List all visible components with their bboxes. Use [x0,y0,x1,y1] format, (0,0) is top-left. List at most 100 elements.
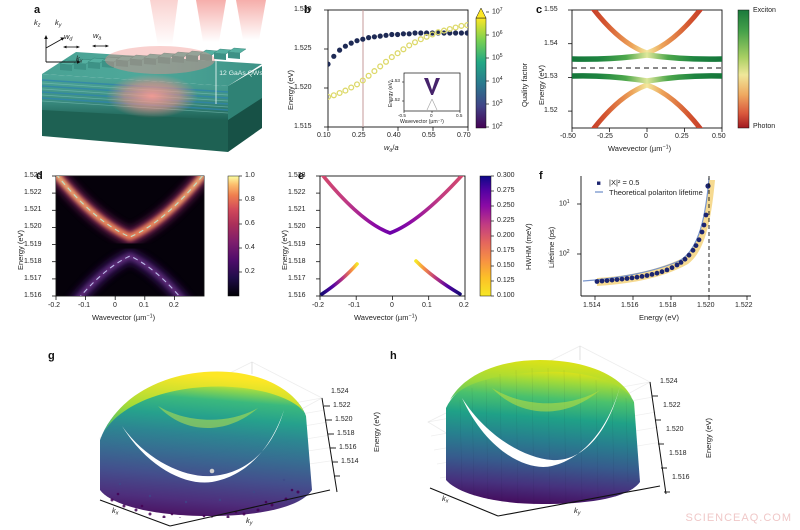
panel-b-letter: b [304,4,311,16]
panel-h-ztick-4: 1.524 [660,378,678,385]
panel-f-xtick-0: 1.514 [583,302,601,309]
panel-b-xlabel: wa/a [384,143,399,154]
panel-b-inset-xtick-0: -0.5 [398,113,406,118]
panel-c-xtick-1: -0.25 [597,133,613,140]
panel-d-ytick-2: 1.518 [24,258,42,265]
panel-e-ytick-6: 1.522 [288,189,306,196]
panel-d-cbar-tick-0: 0.2 [245,268,255,275]
panel-b-xtick-4: 0.70 [457,132,471,139]
panel-e-ytick-7: 1.523 [288,172,306,179]
panel-g-ztick-1: 1.516 [339,444,357,451]
panel-e-branches [320,176,464,296]
panel-e: e [268,160,533,340]
panel-f: f [533,160,800,340]
panel-e-ytick-1: 1.517 [288,275,306,282]
axis-triad [44,35,81,64]
panel-b-ylabel: Energy (eV) [286,69,295,110]
panel-c-xlabel: Wavevector (µm−1) [608,144,672,153]
panel-f-legend-label-data: |X|² = 0.5 [609,178,640,187]
panel-f-xtick-1: 1.516 [621,302,639,309]
panel-d-cbar-tick-2: 0.6 [245,220,255,227]
panel-g-surface3d [99,361,340,527]
panel-c-ytick-1: 1.53 [544,73,558,80]
panel-c-ytick-0: 1.52 [544,107,558,114]
panel-b-cbar-tick-7: 107 [492,7,503,16]
panel-c-xtick-4: 0.50 [712,133,726,140]
panel-d-heatmap [52,175,242,300]
panel-d-ytick-4: 1.520 [24,223,42,230]
panel-c-xtick-0: -0.50 [560,133,576,140]
panel-e-lower-branch-right [414,259,462,296]
panel-a-letter: a [34,4,41,16]
panel-g: g [0,340,400,530]
panel-b-cbar-tick-6: 106 [492,30,503,39]
axis-label-kz: kz [34,18,41,29]
panel-g-xlabel: kx [112,506,119,517]
panel-b-inset-ylabel-bot: 1.52 [391,97,400,102]
panel-c-xtick-3: 0.25 [675,133,689,140]
watermark: SCIENCEAQ.COM [685,512,792,524]
panel-d-ytick-0: 1.516 [24,292,42,299]
panel-f-legend-label-theory: Theoretical polariton lifetime [609,188,703,197]
panel-a-schematic [41,0,266,152]
panel-g-ylabel: ky [246,516,253,527]
panel-c-flat-band-upper [572,52,722,62]
panel-e-cbar-tick-5: 0.225 [497,217,515,224]
panel-b-inset-ylabel-top: 1.53 [391,78,400,83]
panel-d-xtick-0: -0.2 [48,302,61,309]
panel-f-xtick-4: 1.522 [735,302,753,309]
panel-g-polariton-gap [122,410,284,483]
panel-d-ytick-5: 1.521 [24,206,42,213]
panel-g-ztick-2: 1.518 [337,430,355,437]
panel-d-xtick-4: 0.2 [169,302,179,309]
panel-h-zlabel: Energy (eV) [704,417,713,458]
panel-d-ytick-1: 1.517 [24,275,42,282]
panel-g-ztick-3: 1.520 [335,416,353,423]
panel-e-xtick-4: 0.2 [459,302,469,309]
panel-e-plot [316,175,494,300]
panel-h-ztick-3: 1.522 [663,402,681,409]
panel-e-xtick-2: 0 [390,302,394,309]
panel-b-xtick-0: 0.10 [317,132,331,139]
inset-lower-branch [426,98,438,111]
panel-e-cbar-label: HWHM (meV) [524,223,533,270]
panel-e-ylabel: Energy (eV) [280,229,289,270]
panel-c-flat-band-lower [572,73,722,84]
panel-e-cbar-tick-4: 0.200 [497,232,515,239]
panel-d-intensity [56,176,204,296]
panel-d-cbar-tick-1: 0.4 [245,244,255,251]
panel-e-lower-branch-left [320,262,359,296]
panel-f-data-points [594,183,711,284]
panel-d-xtick-3: 0.1 [139,302,149,309]
panel-d-xtick-2: 0 [113,302,117,309]
panel-g-ztick-5: 1.524 [331,388,349,395]
panel-h-polariton-gap [462,386,620,467]
panel-f-letter: f [539,170,543,182]
panel-b-cbar-tick-5: 105 [492,53,503,62]
panel-g-ztick-0: 1.514 [341,458,359,465]
panel-e-cbar-tick-2: 0.150 [497,262,515,269]
panel-c-ytick-2: 1.54 [544,40,558,47]
panel-e-letter: e [298,170,305,182]
width-arrows [63,44,109,49]
panel-e-ytick-0: 1.516 [288,292,306,299]
panel-b-ytick-1: 1.520 [294,84,312,91]
panel-b-ytick-2: 1.525 [294,45,312,52]
panel-g-data-cloud [100,371,312,518]
panel-h-surface3d [427,345,670,517]
panel-d-xlabel: Wavevector (µm−1) [92,313,156,322]
sample-block [41,46,262,152]
panel-b-colorbar [475,7,489,129]
panel-e-cbar-tick-0: 0.100 [497,292,515,299]
panel-h-letter: h [390,350,397,362]
panel-f-ylabel: Lifetime (ps) [547,226,556,268]
panel-e-ytick-3: 1.519 [288,241,306,248]
panel-f-series [582,176,715,296]
panel-f-plot [577,176,751,300]
panel-e-ytick-4: 1.520 [288,223,306,230]
panel-b-cbar-tick-3: 103 [492,99,503,108]
panel-g-letter: g [48,350,55,362]
width-label-wa: wa [93,31,102,42]
panel-d-colorbar [227,175,242,297]
panel-e-ytick-5: 1.521 [288,206,306,213]
